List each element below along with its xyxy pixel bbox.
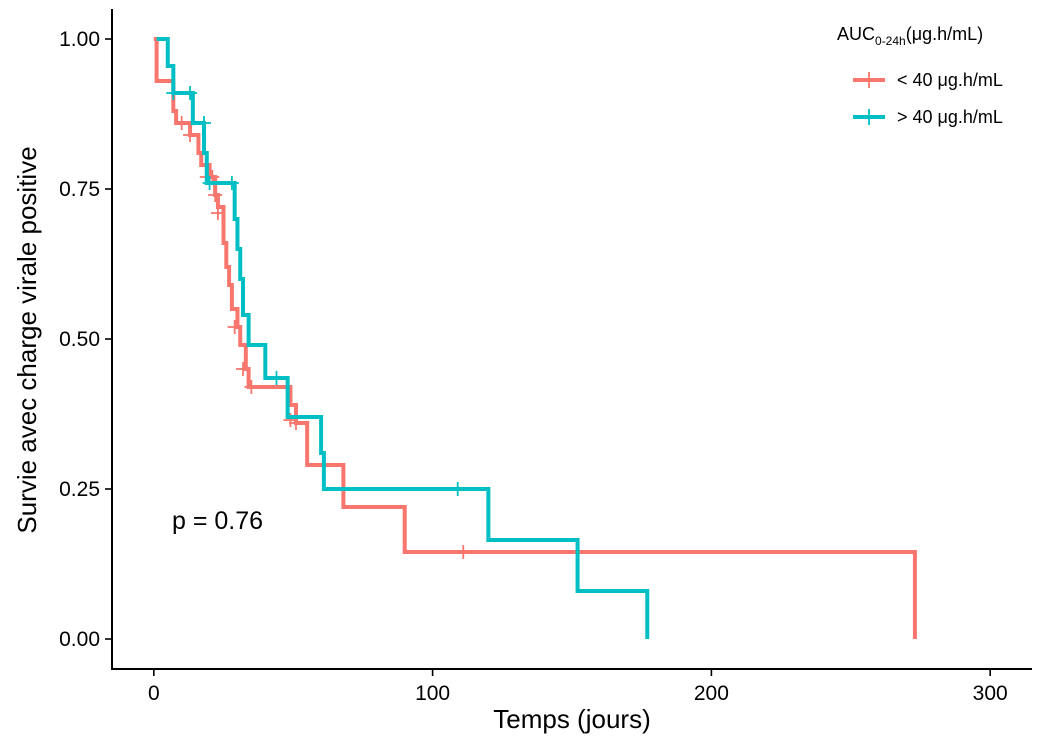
x-axis-title: Temps (jours) [493, 704, 650, 734]
x-ticks: 0 100 200 300 [148, 669, 1008, 705]
legend-title-sub: 0-24h [875, 34, 906, 48]
x-tick-label: 100 [415, 682, 450, 705]
legend-label: > 40 μg.h/mL [897, 107, 1003, 127]
legend-title-rest: (μg.h/mL) [906, 24, 983, 44]
y-ticks: 0.00 0.25 0.50 0.75 1.00 [59, 28, 112, 651]
series-1 [153, 37, 917, 639]
y-tick-label: 0.25 [59, 478, 100, 501]
x-tick-label: 0 [148, 682, 160, 705]
legend-label: < 40 μg.h/mL [897, 70, 1003, 90]
plot-area [153, 37, 917, 639]
p-value-annotation: p = 0.76 [172, 507, 263, 535]
legend-title: AUC0-24h(μg.h/mL) [837, 24, 983, 48]
series-2 [156, 37, 650, 639]
y-tick-label: 0.00 [59, 628, 100, 651]
y-tick-label: 1.00 [59, 28, 100, 51]
legend: AUC0-24h(μg.h/mL) < 40 μg.h/mL > 40 μg.h/… [837, 24, 1003, 127]
y-tick-label: 0.50 [59, 328, 100, 351]
y-tick-label: 0.75 [59, 178, 100, 201]
survival-curve [153, 37, 917, 639]
legend-items: < 40 μg.h/mL > 40 μg.h/mL [853, 70, 1003, 127]
x-tick-label: 300 [973, 682, 1008, 705]
y-axis-title: Survie avec charge virale positive [12, 146, 42, 533]
survival-curve [156, 37, 650, 639]
legend-title-main: AUC [837, 24, 875, 44]
x-tick-label: 200 [694, 682, 729, 705]
